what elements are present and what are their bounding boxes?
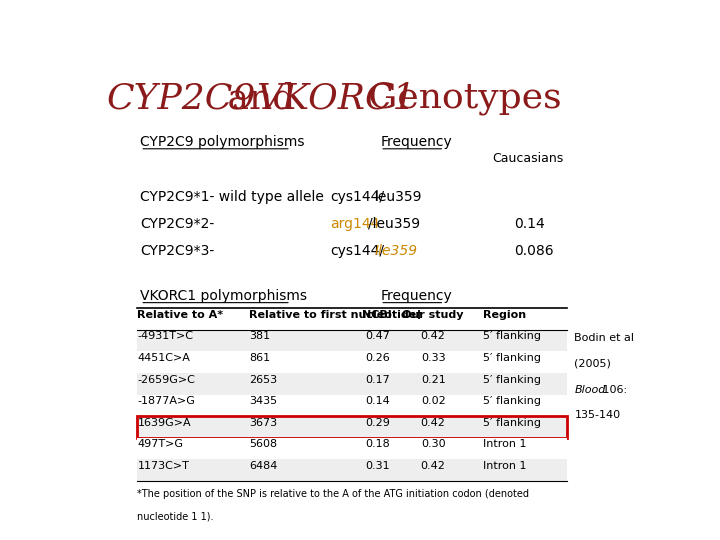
Text: -4931T>C: -4931T>C (138, 332, 194, 341)
Text: VKORC1: VKORC1 (256, 82, 415, 116)
Text: Genotypes: Genotypes (356, 82, 562, 116)
Text: Region: Region (483, 310, 526, 320)
Bar (138, 395, 567, 416)
Text: nucleotide 1 1).: nucleotide 1 1). (138, 511, 214, 521)
Text: 0.29: 0.29 (365, 418, 390, 428)
Text: Frequency: Frequency (380, 136, 452, 150)
Text: 1639G>A: 1639G>A (138, 418, 191, 428)
Text: CYP2C9*1- wild type allele: CYP2C9*1- wild type allele (140, 190, 324, 204)
Text: Ile359: Ile359 (375, 244, 418, 258)
Text: 0.30: 0.30 (421, 440, 446, 449)
Text: 0.14: 0.14 (365, 396, 390, 406)
Text: Relative to A*: Relative to A* (138, 310, 223, 320)
Text: 5608: 5608 (249, 440, 277, 449)
Text: (2005): (2005) (575, 359, 611, 369)
Text: 4451C>A: 4451C>A (138, 353, 190, 363)
Text: 0.18: 0.18 (365, 440, 390, 449)
Text: 0.14: 0.14 (514, 217, 545, 231)
Text: 5′ flanking: 5′ flanking (483, 375, 541, 384)
Bar (138, 373, 567, 395)
Text: 0.02: 0.02 (420, 396, 446, 406)
Text: Frequency: Frequency (380, 289, 452, 303)
Bar (138, 416, 567, 438)
Text: /leu359: /leu359 (369, 217, 420, 231)
Text: 0.42: 0.42 (420, 418, 446, 428)
Text: 0.26: 0.26 (365, 353, 390, 363)
Text: 2653: 2653 (249, 375, 277, 384)
Text: 0.086: 0.086 (514, 244, 554, 258)
Text: and: and (215, 82, 306, 116)
Text: Relative to first nucleotide†: Relative to first nucleotide† (249, 310, 422, 320)
Text: VKORC1 polymorphisms: VKORC1 polymorphisms (140, 289, 307, 303)
Text: 135-140: 135-140 (575, 410, 621, 420)
Text: arg144: arg144 (330, 217, 379, 231)
Text: Blood: Blood (575, 384, 606, 395)
Text: Bodin et al: Bodin et al (575, 333, 634, 343)
Text: CYP2C9*2-: CYP2C9*2- (140, 217, 215, 231)
Text: 0.33: 0.33 (421, 353, 446, 363)
Text: -1877A>G: -1877A>G (138, 396, 195, 406)
Text: CYP2C9: CYP2C9 (107, 82, 256, 116)
Text: 0.47: 0.47 (365, 332, 390, 341)
Text: 0.42: 0.42 (420, 461, 446, 471)
Text: 0.31: 0.31 (365, 461, 390, 471)
Text: cys144/: cys144/ (330, 244, 384, 258)
Text: 381: 381 (249, 332, 270, 341)
Text: Our study: Our study (402, 310, 464, 320)
Text: 5′ flanking: 5′ flanking (483, 396, 541, 406)
Text: Caucasians: Caucasians (492, 152, 563, 165)
Text: 3673: 3673 (249, 418, 277, 428)
Text: 6484: 6484 (249, 461, 277, 471)
Text: 5′ flanking: 5′ flanking (483, 418, 541, 428)
Text: CYP2C9*3-: CYP2C9*3- (140, 244, 215, 258)
Text: Intron 1: Intron 1 (483, 440, 527, 449)
Text: *The position of the SNP is relative to the A of the ATG initiation codon (denot: *The position of the SNP is relative to … (138, 489, 529, 498)
Text: 1173C>T: 1173C>T (138, 461, 189, 471)
Text: Intron 1: Intron 1 (483, 461, 527, 471)
Text: 0.42: 0.42 (420, 332, 446, 341)
Text: 0.21: 0.21 (420, 375, 446, 384)
Text: 5′ flanking: 5′ flanking (483, 353, 541, 363)
Text: cys144/: cys144/ (330, 190, 384, 204)
Bar (138, 438, 567, 460)
Bar (138, 460, 567, 481)
Bar (138, 416, 567, 438)
Bar (138, 329, 567, 352)
Bar (138, 352, 567, 373)
Text: 0.17: 0.17 (365, 375, 390, 384)
Text: 5′ flanking: 5′ flanking (483, 332, 541, 341)
Text: 497T>G: 497T>G (138, 440, 184, 449)
Text: leu359: leu359 (375, 190, 423, 204)
Text: CYP2C9 polymorphisms: CYP2C9 polymorphisms (140, 136, 305, 150)
Text: NCBI: NCBI (362, 310, 392, 320)
Text: -2659G>C: -2659G>C (138, 375, 195, 384)
Text: 3435: 3435 (249, 396, 277, 406)
Text: 106:: 106: (600, 384, 628, 395)
Text: 861: 861 (249, 353, 270, 363)
